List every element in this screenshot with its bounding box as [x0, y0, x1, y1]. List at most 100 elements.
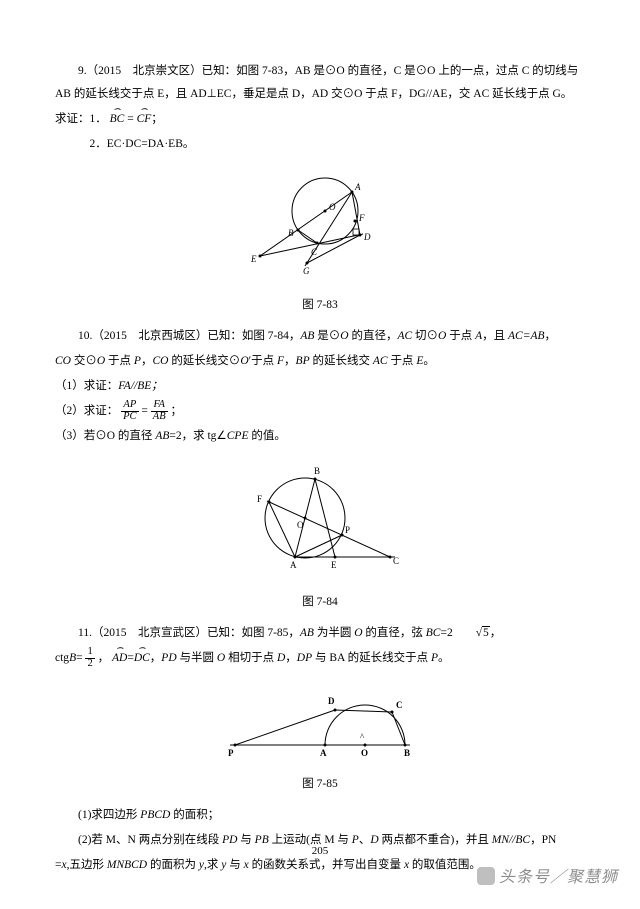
t: ，: [150, 652, 162, 664]
t: 的直径，弦: [363, 627, 426, 639]
t: AB: [300, 330, 314, 342]
t: （1）求证：: [55, 380, 118, 392]
figlabel-7-85: 图 7-85: [55, 773, 585, 796]
t: ，且: [482, 330, 508, 342]
t: =2: [440, 627, 452, 639]
t: ，: [141, 355, 153, 367]
t: CPE: [227, 430, 249, 442]
t: 与: [226, 859, 243, 871]
t: AC=AB: [508, 330, 545, 342]
t: AC: [373, 355, 388, 367]
arc-dc: DC: [134, 647, 150, 670]
q11-text1: 11.（2015 北京宣武区）已知：如图 7-85，AB 为半圆 O 的直径，弦…: [55, 622, 585, 645]
svg-text:P: P: [228, 748, 234, 758]
t: ,五边形: [67, 859, 107, 871]
t: 11.（2015 北京宣武区）已知：如图 7-85，: [78, 627, 300, 639]
svg-text:B: B: [314, 466, 320, 476]
t: O: [340, 330, 348, 342]
svg-text:E: E: [331, 560, 337, 570]
eq: =: [127, 113, 134, 125]
frac-half: 12: [85, 647, 94, 669]
figure-7-84: O A B C F P E: [55, 458, 585, 587]
figlabel-7-83: 图 7-83: [55, 294, 585, 317]
svg-text:^: ^: [360, 732, 365, 742]
t: 的函数关系式，并写出自变量: [249, 859, 404, 871]
t: ；: [171, 405, 183, 417]
q9-text: 9.（2015 北京崇文区）已知：如图 7-83，AB 是⊙O 的直径，C 是⊙…: [55, 60, 585, 106]
t: BP: [296, 355, 310, 367]
t: 5: [482, 626, 490, 639]
t: 的面积为: [147, 859, 199, 871]
t: ′于点: [249, 355, 277, 367]
t: AC: [397, 330, 412, 342]
t: （3）若⊙O 的直径: [55, 430, 155, 442]
t: （2）求证：: [55, 405, 118, 417]
t: PD: [161, 652, 176, 664]
t: 是⊙: [314, 330, 340, 342]
t: 于点: [388, 355, 417, 367]
t: 与 BA 的延长线交于点: [312, 652, 431, 664]
figlabel-7-84: 图 7-84: [55, 591, 585, 614]
t: 10.（2015 北京西城区）已知：如图 7-84，: [78, 330, 300, 342]
svg-text:D: D: [363, 232, 371, 242]
t: ctg: [55, 652, 69, 664]
t: O: [97, 355, 105, 367]
figure-7-83: O A B E C D F G: [55, 166, 585, 290]
svg-text:E: E: [250, 254, 257, 264]
t: PBCD: [140, 809, 170, 821]
q11-s1: (1)求四边形 PBCD 的面积；: [55, 804, 585, 827]
q9-proof: 求证：1． BC = CF；: [55, 108, 585, 131]
svg-text:G: G: [303, 266, 310, 276]
t: ，: [285, 652, 297, 664]
t: ，: [545, 330, 557, 342]
t: ，: [98, 652, 110, 664]
frac1: APPC: [121, 400, 138, 422]
t: F: [277, 355, 284, 367]
t: 相切于点: [225, 652, 277, 664]
svg-text:B: B: [404, 748, 410, 758]
t: =2，求 tg∠: [169, 430, 226, 442]
t: 的取值范围。: [409, 859, 481, 871]
t: 。: [438, 652, 450, 664]
t: CO: [152, 355, 168, 367]
t: (1)求四边形: [78, 809, 140, 821]
t: AB: [300, 627, 314, 639]
arc-bc: BC: [110, 108, 125, 131]
t: 的面积；: [170, 809, 219, 821]
t: P: [134, 355, 141, 367]
q10-text1: 10.（2015 北京西城区）已知：如图 7-84，AB 是⊙O 的直径，AC …: [55, 325, 585, 348]
q10-s2: （2）求证： APPC = FAAB ；: [55, 400, 585, 423]
t: ，: [284, 355, 296, 367]
svg-text:A: A: [320, 748, 327, 758]
t: 的直径，: [349, 330, 398, 342]
t: 交⊙: [71, 355, 97, 367]
t: ,求: [204, 859, 221, 871]
t: CO: [55, 355, 71, 367]
svg-text:D: D: [328, 696, 335, 706]
t: 于点: [105, 355, 134, 367]
document-page: 9.（2015 北京崇文区）已知：如图 7-83，AB 是⊙O 的直径，C 是⊙…: [0, 0, 640, 909]
svg-text:F: F: [257, 494, 262, 504]
t: 切⊙: [412, 330, 438, 342]
svg-text:F: F: [358, 213, 365, 223]
svg-text:A: A: [290, 560, 297, 570]
logo-icon: [477, 867, 495, 885]
t: 与半圆: [177, 652, 217, 664]
svg-text:C: C: [396, 700, 403, 710]
t: 。: [423, 355, 435, 367]
svg-text:P: P: [345, 525, 350, 535]
t: 的值。: [248, 430, 285, 442]
svg-text:A: A: [354, 182, 361, 192]
t: O: [354, 627, 362, 639]
t: PC: [121, 412, 138, 423]
arc-ad: AD: [112, 647, 127, 670]
t: 的延长线交⊙: [168, 355, 240, 367]
t: O: [240, 355, 248, 367]
svg-text:O: O: [361, 748, 368, 758]
t: AB: [155, 430, 169, 442]
q10-s1: （1）求证：FA//BE；: [55, 375, 585, 398]
t: 2: [85, 659, 94, 670]
q10-s3: （3）若⊙O 的直径 AB=2，求 tg∠CPE 的值。: [55, 425, 585, 448]
sqrt-5: 5: [453, 622, 490, 645]
t: =: [141, 405, 148, 417]
